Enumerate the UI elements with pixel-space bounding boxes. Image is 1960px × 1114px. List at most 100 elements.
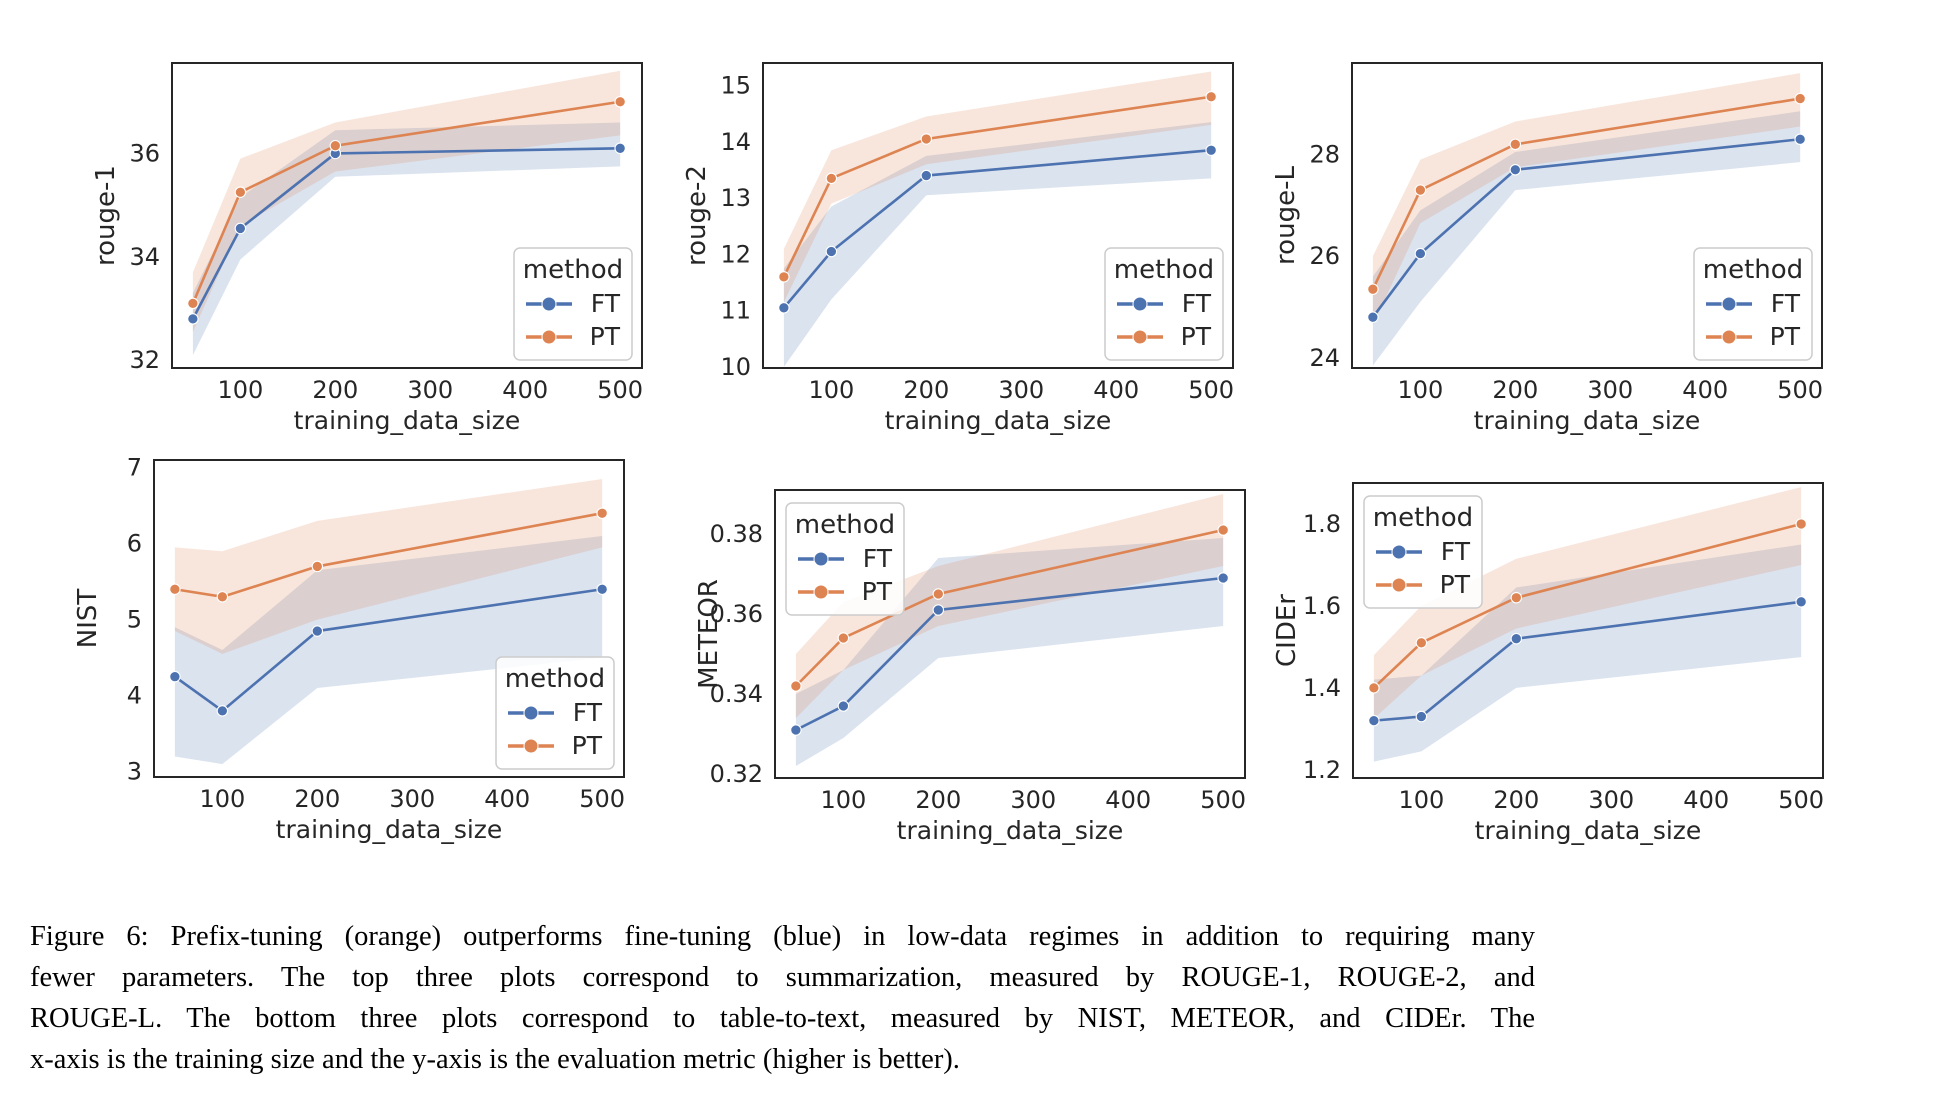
ft-point — [1795, 596, 1807, 608]
chart-canvas-rouge-l: 24 26 28 100 200 300 400 500 training_data_size r… — [1271, 62, 1823, 435]
x-axis-label: training_data_size — [1475, 816, 1702, 845]
y-tick-label: 1.6 — [1303, 592, 1341, 620]
x-tick-label: 200 — [1492, 376, 1538, 404]
legend-marker-ft — [1132, 296, 1148, 312]
x-tick-label: 500 — [1200, 786, 1246, 814]
x-tick-label: 400 — [1682, 376, 1728, 404]
ft-point — [1367, 311, 1379, 323]
ft-line — [174, 587, 603, 713]
x-tick-label: 500 — [1778, 786, 1824, 814]
pt-point — [311, 560, 324, 573]
plot-frame — [1352, 482, 1824, 779]
caption-line-3: ROUGE-L. The bottom three plots correspo… — [30, 1003, 1535, 1034]
pt-point — [234, 186, 247, 198]
ft-point — [825, 245, 838, 258]
ft-confidence-band — [795, 538, 1224, 766]
chart-rouge-1: 32 34 36 100 200 300 400 500 training_data_size r… — [86, 28, 650, 452]
caption-line-2: fewer parameters. The top three plots co… — [30, 962, 1535, 993]
y-axis-label: CIDEr — [1272, 594, 1302, 667]
pt-point — [596, 507, 608, 519]
chart-canvas-meteor: 0.32 0.34 0.36 0.38 100 200 300 400 500 training_… — [694, 489, 1246, 845]
y-axis-label: rouge-1 — [91, 165, 121, 266]
x-tick-label: 100 — [820, 786, 866, 814]
ft-point — [920, 169, 933, 182]
ft-point — [837, 700, 850, 712]
legend: method FT PT — [1693, 247, 1813, 361]
legend-label-ft: FT — [1771, 289, 1801, 318]
x-tick-label: 200 — [903, 376, 949, 404]
ft-confidence-band — [174, 536, 603, 765]
y-tick-label: 1.8 — [1303, 510, 1341, 538]
y-tick-label: 0.32 — [710, 760, 763, 788]
legend-label-pt: PT — [572, 731, 603, 760]
x-tick-label: 400 — [1105, 786, 1151, 814]
pt-point — [1367, 283, 1379, 295]
pt-point — [825, 172, 838, 185]
y-tick-label: 3 — [127, 758, 142, 786]
caption-line-1: Figure 6: Prefix-tuning (orange) outperf… — [30, 921, 1535, 952]
pt-confidence-band — [174, 479, 603, 654]
chart-canvas-cider: 1.2 1.4 1.6 1.8 100 200 300 400 500 training_data… — [1272, 482, 1824, 845]
y-tick-label: 26 — [1309, 242, 1340, 270]
legend-label-ft: FT — [591, 289, 621, 318]
chart-nist: 3 4 5 6 7 100 200 300 400 500 training_data_size NI… — [68, 425, 632, 861]
legend-marker-pt — [1721, 329, 1737, 345]
legend: method FT PT — [785, 502, 905, 616]
plot-frame — [1351, 62, 1823, 369]
x-tick-label: 100 — [199, 785, 245, 813]
y-tick-label: 28 — [1309, 141, 1340, 169]
ft-point — [1510, 632, 1523, 645]
ft-point — [1509, 164, 1522, 176]
legend-title: method — [795, 510, 895, 540]
legend-marker-pt — [523, 738, 539, 754]
ft-point — [778, 302, 790, 314]
x-axis-label: training_data_size — [885, 406, 1112, 435]
ft-point — [614, 142, 626, 155]
y-tick-label: 11 — [720, 297, 751, 325]
pt-point — [1414, 184, 1427, 196]
legend-marker-pt — [541, 329, 557, 345]
legend-marker-ft — [1721, 296, 1737, 312]
x-tick-label: 400 — [1093, 376, 1139, 404]
ft-confidence-band — [1372, 111, 1801, 366]
ft-point — [234, 222, 247, 235]
ft-point — [1205, 144, 1217, 156]
pt-point — [1205, 91, 1217, 103]
y-axis-label: rouge-2 — [682, 165, 712, 266]
x-tick-label: 400 — [502, 376, 548, 404]
y-axis-label: NIST — [73, 589, 103, 649]
x-tick-label: 300 — [1010, 786, 1056, 814]
y-tick-label: 34 — [129, 243, 160, 271]
pt-point — [329, 139, 342, 152]
ft-point — [1368, 714, 1380, 727]
pt-point — [920, 133, 933, 145]
pt-line — [174, 511, 603, 599]
chart-canvas-nist: 3 4 5 6 7 100 200 300 400 500 training_data_size NI… — [73, 454, 625, 844]
legend-title: method — [1373, 503, 1473, 533]
x-tick-label: 300 — [389, 785, 435, 813]
y-tick-label: 4 — [127, 682, 142, 710]
x-axis-label: training_data_size — [897, 816, 1124, 845]
legend-label-pt: PT — [590, 322, 621, 351]
pt-point — [1217, 524, 1229, 536]
pt-point — [216, 591, 229, 603]
pt-point — [778, 271, 790, 283]
legend-marker-ft — [1391, 544, 1407, 560]
ft-line — [782, 148, 1212, 309]
pt-point — [1509, 138, 1522, 151]
ft-point — [1414, 247, 1427, 260]
legend: method FT PT — [513, 247, 633, 361]
legend-marker-pt — [1132, 329, 1148, 345]
x-tick-label: 300 — [1587, 376, 1633, 404]
pt-line — [1371, 97, 1801, 290]
y-tick-label: 14 — [720, 128, 751, 156]
chart-canvas-rouge-2: 10 11 12 13 14 15 100 200 300 400 500 training_data… — [682, 62, 1234, 435]
y-axis-label: METEOR — [694, 579, 724, 689]
plot-frame — [153, 459, 625, 778]
pt-point — [790, 680, 802, 692]
pt-point — [1368, 682, 1380, 694]
chart-canvas-rouge-1: 32 34 36 100 200 300 400 500 training_data_size r… — [91, 62, 643, 435]
x-tick-label: 100 — [217, 376, 263, 404]
legend-label-ft: FT — [1182, 289, 1212, 318]
x-tick-label: 400 — [1683, 786, 1729, 814]
